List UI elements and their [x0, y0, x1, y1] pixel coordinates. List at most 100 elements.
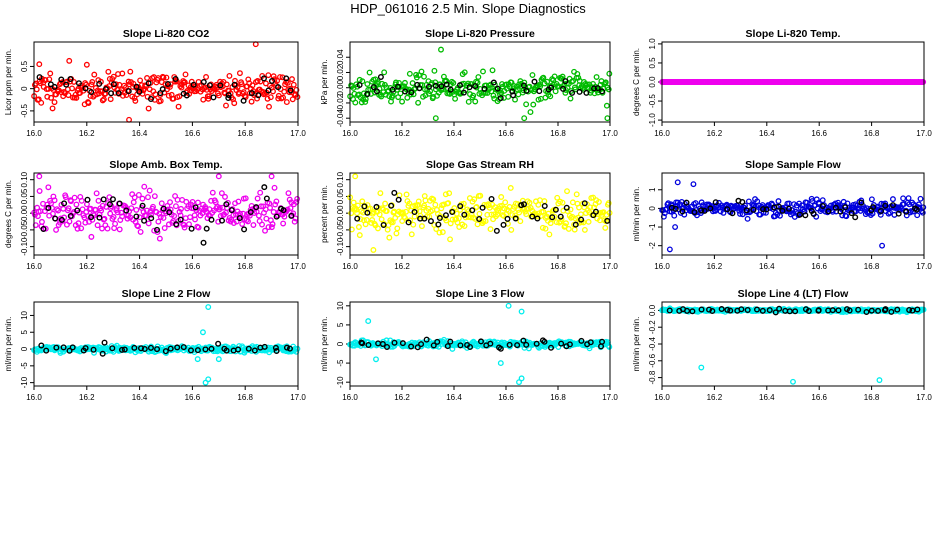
data-point-black [192, 204, 199, 211]
data-point-black [118, 346, 125, 353]
data-point [130, 80, 137, 87]
data-point [167, 81, 174, 88]
chart-panel-4: Slope Amb. Box Temp. degrees C per min. 16… [4, 159, 306, 271]
data-point [690, 181, 697, 188]
data-point [516, 209, 523, 216]
data-point [354, 202, 361, 209]
data-point [877, 211, 884, 218]
data-point [790, 378, 796, 385]
data-point-black [51, 83, 58, 90]
data-point-black [60, 344, 67, 351]
data-point-black [391, 339, 398, 346]
data-point [131, 194, 138, 201]
data-point-black [447, 86, 454, 93]
data-point [78, 225, 85, 232]
data-point [438, 205, 445, 212]
data-point [289, 76, 295, 83]
data-point [482, 218, 489, 225]
data-point [195, 199, 201, 206]
data-point-black [108, 90, 115, 97]
data-point-black [148, 215, 155, 222]
x-tick-label: 16.8 [864, 129, 880, 138]
data-point [393, 230, 400, 237]
data-point-black [438, 83, 445, 90]
data-point [106, 83, 113, 90]
data-point-black [90, 346, 97, 353]
data-point [605, 200, 612, 207]
data-point-black [868, 307, 875, 314]
data-point [408, 231, 415, 238]
data-point [446, 190, 453, 197]
data-point [127, 68, 134, 75]
data-point-black [206, 82, 213, 89]
data-point [359, 78, 366, 85]
data-point [439, 229, 446, 236]
x-tick-label: 16.2 [79, 262, 95, 271]
data-point-black [99, 350, 106, 357]
data-point-black [273, 348, 280, 355]
data-point [421, 73, 427, 80]
y-tick-label: 0.05 [336, 188, 345, 204]
data-point-black [223, 201, 230, 208]
y-tick-label: -1.0 [648, 113, 657, 127]
data-point-black [772, 309, 779, 316]
data-point-black [534, 215, 541, 222]
data-point [222, 193, 228, 200]
data-point-black [691, 209, 698, 216]
data-point [415, 201, 421, 208]
data-point [131, 95, 138, 101]
data-point-black [272, 344, 279, 351]
data-point [160, 74, 167, 81]
x-tick-label: 16.2 [707, 262, 723, 271]
y-tick-label: 1 [648, 187, 657, 192]
y-tick-label: 5 [20, 329, 29, 334]
plot-frame [661, 301, 925, 387]
data-point-black [520, 82, 527, 89]
data-point [449, 345, 456, 352]
y-tick-label: 0.0 [648, 76, 657, 88]
data-point-black [38, 342, 45, 349]
data-point [447, 236, 454, 243]
data-point-black [245, 345, 252, 352]
data-point-black [683, 199, 690, 206]
data-point [215, 356, 222, 363]
data-point-black [202, 346, 209, 353]
data-point-black [815, 307, 822, 314]
data-point [164, 202, 171, 209]
data-point-black [805, 308, 812, 315]
data-point [223, 81, 230, 88]
data-point-black [566, 341, 573, 348]
data-point [294, 94, 301, 100]
data-point [417, 212, 424, 219]
data-point [178, 84, 185, 91]
data-point-black [581, 200, 588, 207]
data-point [294, 345, 301, 352]
data-point-black [457, 203, 464, 210]
data-point [290, 81, 297, 88]
panel-title: Slope Li-820 CO2 [123, 28, 210, 40]
data-point-black [82, 85, 89, 92]
data-point [55, 207, 62, 214]
data-point-black [548, 344, 555, 351]
data-point-black [141, 217, 148, 224]
data-point-black [283, 344, 290, 351]
data-point [36, 173, 43, 180]
data-point [122, 204, 129, 211]
data-point [920, 204, 927, 211]
data-point-black [138, 345, 145, 352]
data-point-black [744, 307, 751, 314]
data-point [559, 199, 566, 206]
data-point [605, 86, 612, 93]
y-axis-label: degrees C per min. [4, 180, 13, 248]
data-point [283, 99, 290, 106]
data-point [268, 173, 275, 180]
data-point-black [88, 214, 95, 221]
chart-panel-3: Slope Li-820 Temp. degrees C per min. 16.0… [632, 28, 932, 138]
data-point-black [552, 206, 559, 213]
data-point-black [190, 81, 197, 88]
data-point-black [273, 213, 280, 220]
data-point [151, 193, 158, 200]
chart-panel-7: Slope Line 2 Flow ml/min per min. 16.0 16.2… [4, 288, 306, 402]
data-point [137, 228, 144, 235]
data-point [110, 73, 117, 80]
